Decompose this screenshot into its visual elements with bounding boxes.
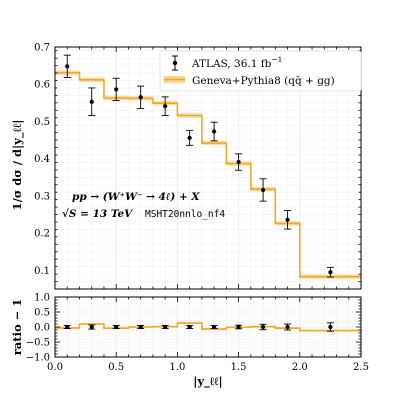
y-tick-label: 0.5 (34, 117, 50, 128)
data-point (161, 96, 169, 116)
ratio-model-histogram (55, 322, 361, 332)
data-point (137, 324, 145, 330)
pdf-annotation: MSHT20nnlo_nf4 (145, 209, 225, 220)
x-tick-label: 0.0 (47, 362, 63, 373)
main-model-band (55, 70, 361, 279)
data-point (210, 324, 218, 330)
data-point (284, 323, 292, 331)
data-marker (163, 104, 168, 109)
legend-model-label: Geneva+Pythia8 (qq̄ + gg) (192, 75, 335, 87)
data-point (186, 324, 194, 330)
x-tick-label: 2.0 (292, 362, 308, 373)
energy-annotation: √S = 13 TeV (62, 208, 134, 220)
main-y-axis-label: 1/σ dσ / d|y_ℓℓ| (10, 120, 25, 211)
data-point (161, 324, 169, 330)
y-tick-label: −1.0 (26, 353, 50, 364)
data-point (88, 87, 96, 116)
y-tick-label: 0.1 (34, 266, 50, 277)
y-tick-label: 0.2 (34, 229, 50, 240)
data-point (326, 266, 334, 278)
data-point (186, 129, 194, 146)
data-marker (89, 324, 94, 330)
data-point (63, 54, 71, 78)
main-axes-frame (54, 46, 362, 290)
model-step-line (55, 322, 361, 332)
y-tick-label: 0.0 (34, 323, 50, 334)
data-point (63, 324, 71, 330)
data-marker (138, 324, 143, 330)
ratio-ticks (54, 296, 362, 358)
data-marker (187, 324, 192, 330)
data-point (326, 322, 334, 332)
data-marker (138, 95, 143, 100)
data-point (235, 324, 243, 330)
data-point (112, 324, 120, 330)
legend-data-label: ATLAS, 36.1 fb−1 (191, 55, 282, 70)
data-point (259, 178, 267, 202)
main-model-histogram (55, 71, 361, 278)
y-tick-label: 0.5 (34, 308, 50, 319)
data-marker (328, 324, 333, 330)
data-point (284, 209, 292, 230)
data-marker (260, 187, 266, 193)
y-tick-label: 0.7 (34, 43, 50, 54)
main-y-tick-labels: 0.1 0.2 0.3 0.4 0.5 0.6 0.7 (34, 43, 50, 277)
data-point (88, 324, 96, 330)
data-marker (236, 159, 241, 165)
data-point (112, 77, 120, 102)
data-point (137, 85, 145, 109)
x-tick-label: 1.5 (231, 362, 247, 373)
data-point (259, 323, 267, 331)
ratio-y-axis-label: ratio − 1 (10, 299, 24, 356)
data-marker (260, 324, 266, 330)
x-tick-label: 1.0 (169, 362, 185, 373)
data-marker (114, 324, 119, 330)
y-tick-label: 0.4 (34, 154, 50, 165)
y-tick-label: 0.6 (34, 80, 50, 91)
x-tick-labels: 0.0 0.5 1.0 1.5 2.0 2.5 (47, 362, 369, 373)
data-marker (65, 64, 70, 69)
ratio-panel: −1.0 −0.5 0.0 0.5 1.0 0.0 0.5 1.0 1.5 2.0 2.5 (26, 293, 369, 374)
data-marker (114, 87, 119, 92)
ratio-y-tick-labels: −1.0 −0.5 0.0 0.5 1.0 (26, 293, 50, 364)
y-tick-label: 0.3 (34, 191, 50, 202)
data-marker (236, 324, 241, 330)
data-point (210, 121, 218, 142)
legend: ATLAS, 36.1 fb−1 Geneva+Pythia8 (qq̄ + g… (159, 50, 362, 92)
y-tick-label: 1.0 (34, 293, 50, 304)
data-marker (285, 217, 290, 222)
x-tick-label: 2.5 (353, 362, 369, 373)
legend-data-marker (172, 55, 178, 71)
y-tick-label: −0.5 (26, 338, 50, 349)
data-marker (212, 324, 217, 330)
data-marker (89, 99, 94, 104)
data-point (235, 153, 243, 171)
data-marker (187, 135, 192, 140)
data-marker (328, 270, 333, 275)
x-tick-label: 0.5 (108, 362, 124, 373)
ratio-data-points (63, 322, 334, 332)
data-marker (163, 324, 168, 330)
data-marker (212, 129, 217, 134)
process-annotation: pp → (W⁺W⁻ → 4ℓ) + X (72, 191, 200, 203)
x-axis-label: |y_ℓℓ| (193, 374, 222, 389)
main-data-points (63, 54, 334, 278)
ratio-grid (55, 297, 361, 357)
data-marker (285, 324, 290, 330)
model-step-line (55, 71, 361, 278)
data-marker (65, 324, 70, 330)
legend-model-marker (164, 76, 185, 83)
